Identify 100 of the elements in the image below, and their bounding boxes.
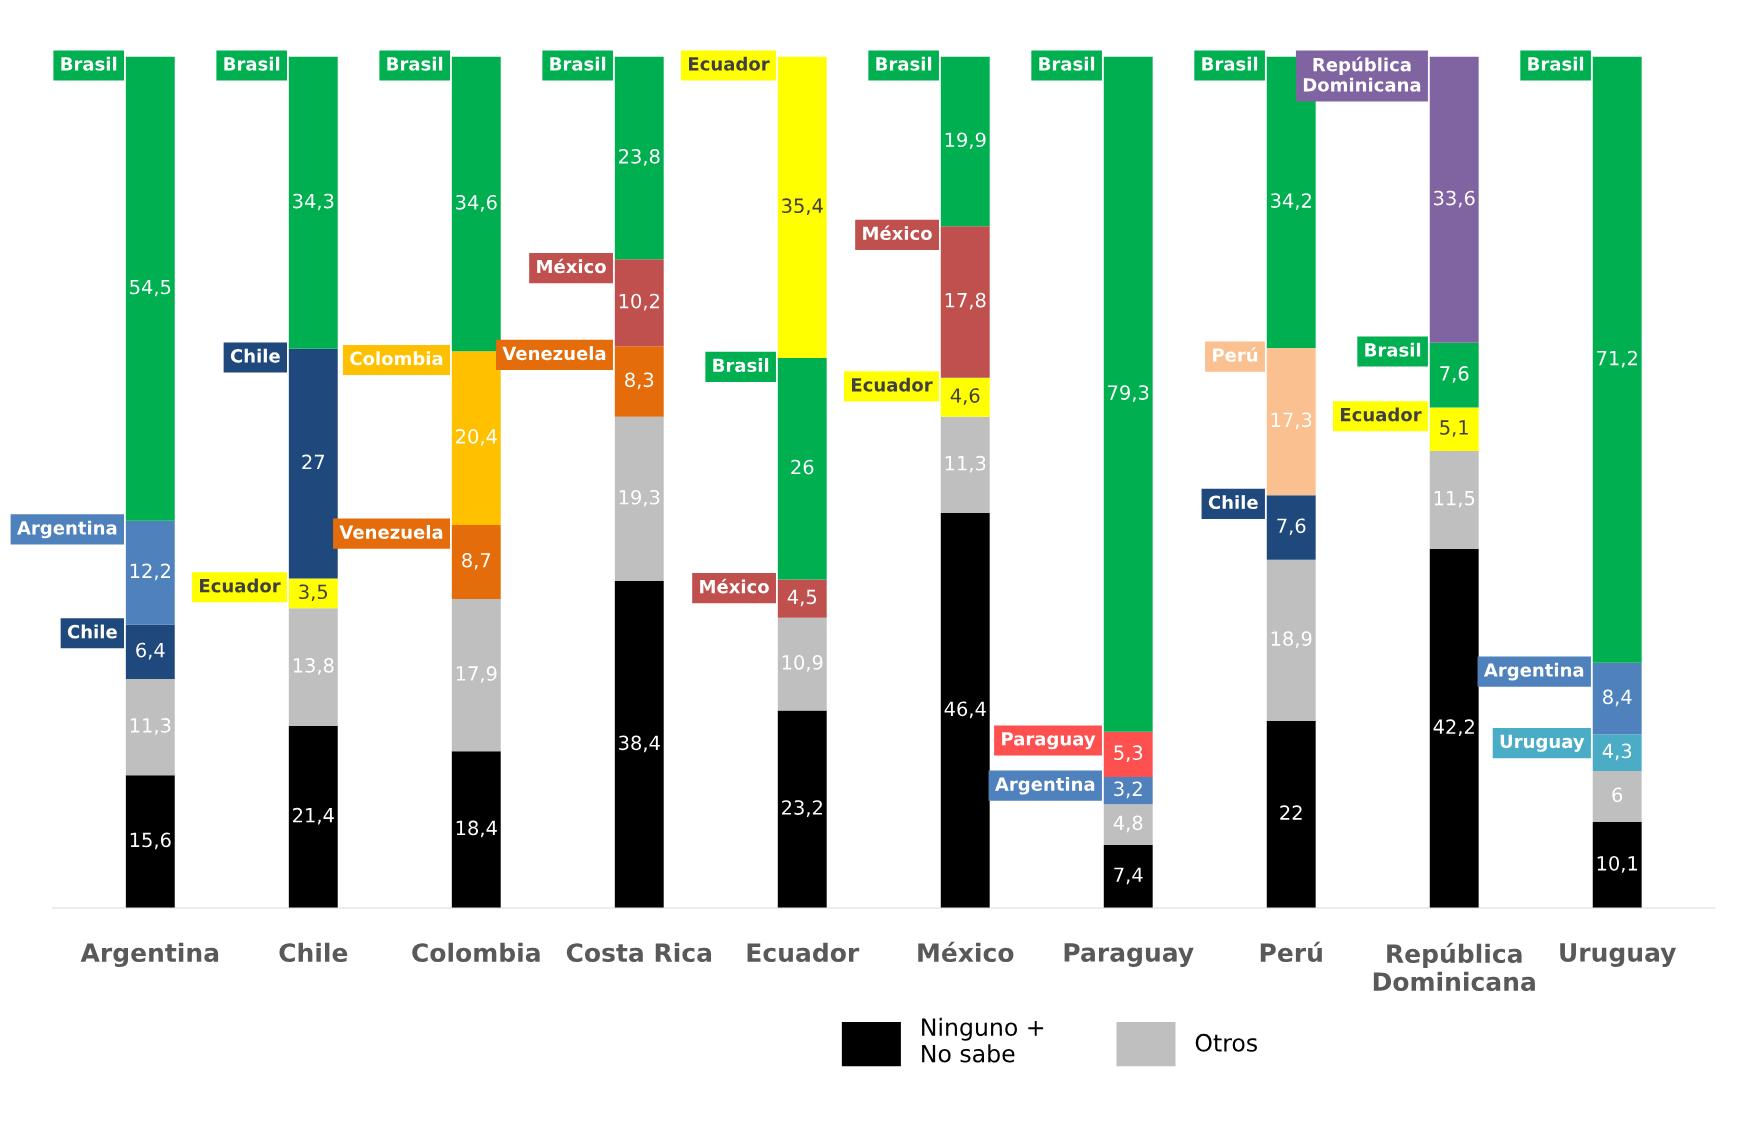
bar [940,416,990,514]
bar [288,56,338,349]
bar [1103,804,1153,846]
data-label: 4,3 [1602,743,1632,761]
bar [1266,347,1316,496]
bar [451,751,501,908]
bar [777,617,827,711]
bar [288,608,338,726]
annotation: Ecuador [852,377,933,392]
annotation: Paraguay [1002,732,1096,750]
x-tick-label: Uruguay [1560,943,1677,967]
x-tick-label: Colombia [412,942,540,963]
data-label: 20,4 [456,429,497,446]
legend-label: Otros [1195,1033,1257,1052]
data-label: 13,8 [293,658,334,675]
bar [1592,56,1642,663]
annotation: Brasil [387,56,443,71]
annotation: Argentina [17,520,117,539]
data-label: 27 [302,454,324,470]
data-label: 12,2 [130,563,170,581]
bar [1592,770,1642,823]
annotation: Brasil [224,56,280,71]
x-tick-label: Ecuador [747,942,860,963]
bar [1103,845,1153,908]
annotation: Brasil [1202,56,1258,71]
x-tick-label: Chile [279,942,348,963]
bar [451,599,501,752]
annotation: Ecuador [1340,407,1422,422]
bar [614,56,664,260]
annotation: México [700,578,769,594]
data-label: 18,4 [456,820,497,838]
data-label: 22 [1280,805,1302,820]
annotation: Ecuador [689,56,770,71]
bar [777,710,827,908]
data-label: 11,3 [945,455,986,473]
data-label: 4,8 [1113,815,1143,833]
bar [614,581,664,908]
bar [288,348,338,579]
bar [940,56,990,227]
x-tick-label: Costa Rica [566,942,712,963]
data-label: 23,2 [782,800,822,817]
data-label: 19,9 [945,132,986,150]
data-label: 3,2 [1114,781,1142,799]
data-label: 34,2 [1271,193,1311,210]
bar [125,679,175,776]
bar [125,56,175,521]
data-label: 10,1 [1597,855,1638,873]
bar [451,56,501,352]
bar [1103,56,1153,732]
annotation: Venezuela [339,524,443,539]
data-label: 7,4 [1114,867,1143,885]
annotation: Venezuela [502,346,606,361]
bar [1592,662,1642,735]
bar [1429,450,1479,549]
data-label: 5,1 [1440,420,1468,437]
bar [614,416,664,582]
data-label: 23,8 [619,148,660,166]
annotation: Brasil [876,56,932,71]
annotation: Uruguay [1500,734,1585,752]
data-label: 7,6 [1277,518,1306,536]
bar [451,351,501,525]
data-label: 4,5 [787,589,817,607]
annotation: Chile [67,624,117,639]
bar [1266,559,1316,721]
annotation: México [863,225,932,241]
data-label: 33,6 [1434,190,1475,208]
data-label: 4,6 [950,388,980,405]
bar [940,226,990,378]
data-label: 8,7 [462,552,491,570]
bar [288,725,338,908]
bar [940,513,990,908]
data-label: 34,6 [456,194,497,212]
x-tick-label: Paraguay [1064,943,1194,967]
data-label: 79,3 [1108,385,1149,402]
data-label: 10,2 [619,293,659,311]
bar [1429,548,1479,908]
data-label: 11,5 [1434,491,1475,508]
data-label: 3,5 [299,584,328,602]
bar [125,624,175,680]
bar [125,520,175,625]
data-label: 26 [791,459,814,475]
annotation: México [537,258,606,274]
annotation: Perú [1213,347,1258,362]
data-label: 5,3 [1114,745,1143,762]
annotation: Chile [230,348,280,363]
data-label: 10,9 [782,655,823,672]
data-label: 34,3 [293,193,334,211]
bar [614,259,664,347]
data-label: 46,4 [944,701,986,719]
annotation: Brasil [550,56,606,71]
data-label: 17,9 [456,666,497,683]
annotation: Argentina [994,776,1095,795]
x-tick-label: República Dominicana [1373,942,1535,992]
bar [1266,720,1316,908]
data-label: 15,6 [130,832,171,850]
data-label: 42,2 [1433,719,1474,737]
bar [1266,495,1316,560]
annotation: República Dominicana [1303,56,1421,92]
annotation: Chile [1208,495,1258,510]
annotation: Brasil [1528,56,1584,71]
